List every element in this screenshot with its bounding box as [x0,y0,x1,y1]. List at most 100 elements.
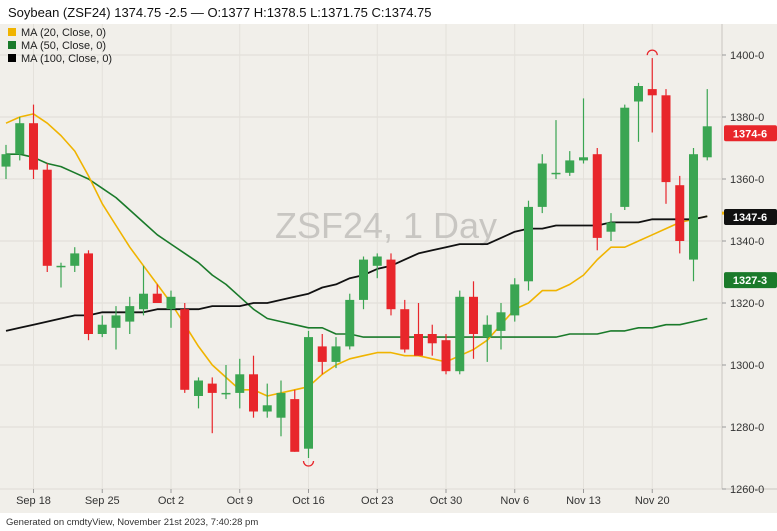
x-tick-label: Nov 20 [635,495,670,507]
candle-body [386,259,396,310]
candle-body [70,253,80,266]
candle-body [524,206,533,282]
x-tick-label: Oct 9 [227,495,253,507]
x-tick-label: Oct 30 [430,495,462,507]
candle-body [400,309,410,350]
candle-body [166,296,176,310]
y-tick-label: 1280-0 [730,422,764,434]
candle-body [180,309,190,390]
candle-body [455,296,465,372]
candle-body [702,126,712,158]
legend-label: MA (50, Close, 0) [21,40,106,52]
candle-body [84,253,93,334]
candle-body [125,306,135,322]
y-tick-label: 1340-0 [730,236,764,248]
candle-body [359,259,368,300]
x-tick-label: Oct 2 [158,495,184,507]
high-marker [646,49,658,56]
candle-body [427,334,437,344]
candle-body [372,256,382,266]
candle-body [345,299,355,347]
x-tick-label: Oct 23 [361,495,393,507]
price-badge [724,272,777,289]
price-badge-label: 1327-3 [733,275,767,287]
candle-body [551,172,561,175]
x-tick-label: Nov 13 [566,495,601,507]
x-axis-panel [0,489,777,513]
candle-body [661,95,671,183]
y-axis-ticks: 1260-0 1280-0 1300-0 1320-0 1340-0 1360-0 1380… [722,50,764,496]
candle-body [56,265,66,268]
legend: MA (20, Close, 0)MA (50, Close, 0)MA (10… [8,27,112,65]
candle-body [441,340,451,372]
high-low-markers [302,49,658,467]
candle-body [537,163,547,207]
candle-body [235,374,245,393]
candle-body [469,296,478,334]
candle-body [496,312,506,331]
y-axis-panel [722,24,777,489]
watermark: ZSF24, 1 Day [275,205,497,246]
candle-body [317,346,327,362]
candle-body [249,374,258,412]
y-tick-label: 1380-0 [730,112,764,124]
x-axis-ticks: Sep 18 Sep 25 Oct 2 Oct 9 Oct 16 Oct 23 Oct 30… [16,489,670,507]
x-tick-label: Sep 25 [85,495,120,507]
candle-body [304,337,313,449]
candle-body [592,154,602,238]
y-tick-label: 1260-0 [730,484,764,496]
price-badge [724,125,777,142]
candle-body [606,222,616,232]
candle-body [42,169,52,266]
ma20-line [5,113,708,397]
moving-average-lines [5,113,708,397]
candle-body [276,392,286,418]
candle-body [152,293,162,303]
legend-label: MA (20, Close, 0) [21,27,106,39]
legend-swatch [8,41,16,49]
candle-body [565,160,575,173]
candle-body [139,293,148,310]
x-tick-label: Sep 18 [16,495,51,507]
candle-body [579,157,588,161]
candle-body [634,86,643,102]
y-tick-label: 1300-0 [730,360,764,372]
legend-label: MA (100, Close, 0) [21,53,112,65]
candle-body [675,185,685,241]
footer-text: Generated on cmdtyView, November 21st 20… [6,517,258,528]
price-badge-label: 1374-6 [733,128,767,140]
y-tick-label: 1400-0 [730,50,764,62]
price-badge-label: 1347-6 [733,212,767,224]
candle-body [262,405,272,412]
x-tick-label: Nov 6 [500,495,529,507]
low-marker [302,460,315,467]
chart-title: Soybean (ZSF24) 1374.75 -2.5 — O:1377 H:… [8,5,432,20]
candle-body [29,123,38,170]
legend-swatch [8,28,16,36]
legend-swatch [8,54,16,62]
candle-body [221,392,231,395]
candle-body [1,154,11,167]
plot-area [0,24,722,489]
ma100-line [5,215,708,332]
candle-body [647,89,657,96]
candle-body [111,315,121,328]
candle-body [482,324,492,338]
ma50-line [6,153,708,338]
candle-body [510,284,520,316]
price-badge [724,208,777,225]
candle-body [290,399,300,452]
candles [1,58,712,458]
candle-body [207,383,217,393]
candle-body [689,154,698,260]
candle-body [620,107,630,207]
price-badges: 1374-6 1347-6 1327-3 [722,125,777,289]
candle-body [331,346,341,362]
candle-body [414,334,423,356]
y-tick-label: 1360-0 [730,174,764,186]
candle-body [97,324,107,334]
x-tick-label: Oct 16 [292,495,324,507]
candle-body [194,380,203,396]
